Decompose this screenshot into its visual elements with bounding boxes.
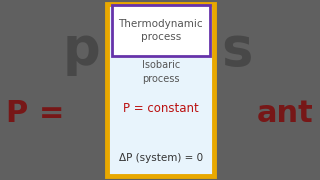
Text: P =: P =	[6, 99, 65, 128]
Text: Thermodynamic
process: Thermodynamic process	[118, 19, 203, 42]
Text: p: p	[63, 24, 101, 76]
Text: Isobaric
process: Isobaric process	[142, 60, 180, 84]
Text: P = constant: P = constant	[123, 102, 199, 114]
Text: ΔP (system) = 0: ΔP (system) = 0	[119, 153, 203, 163]
Text: s: s	[221, 24, 252, 76]
FancyBboxPatch shape	[112, 5, 210, 56]
Text: ant: ant	[257, 99, 314, 128]
FancyBboxPatch shape	[107, 4, 214, 176]
